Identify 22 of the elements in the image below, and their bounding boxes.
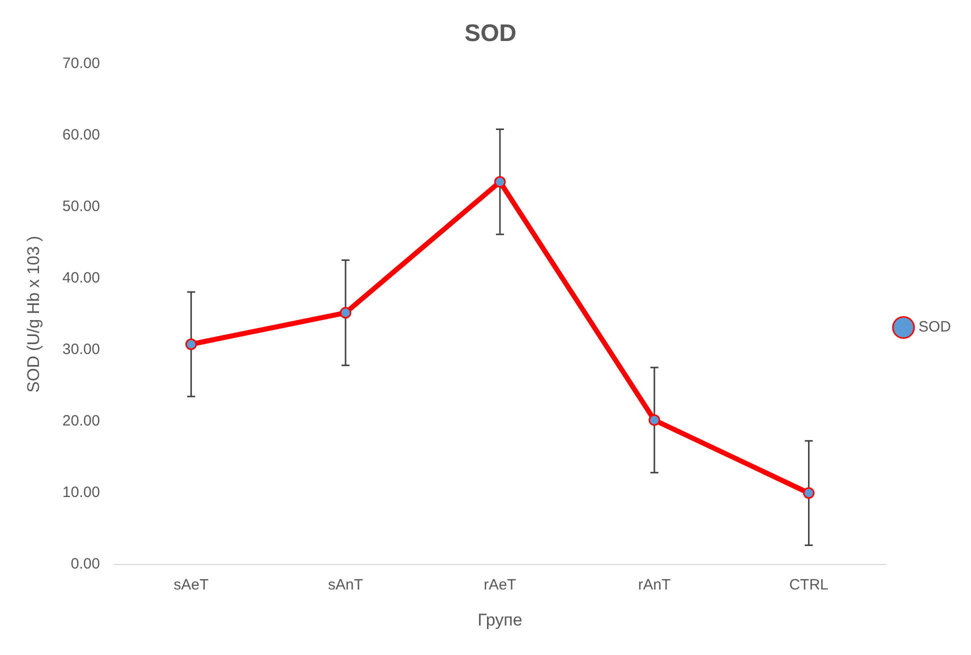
y-tick-label: 40.00 xyxy=(62,270,100,287)
y-tick-label: 30.00 xyxy=(62,341,100,358)
legend-label: SOD xyxy=(918,318,952,336)
point xyxy=(803,487,815,499)
y-tick-label: 70.00 xyxy=(62,54,100,72)
y-tick-label: 50.00 xyxy=(62,198,100,216)
y-axis-title: SOD (U/g Hb x 103 ) xyxy=(24,236,43,393)
point xyxy=(648,414,660,426)
x-axis-title: Групе xyxy=(478,610,522,630)
chart-title: SOD xyxy=(464,20,517,48)
x-tick-label: sAnT xyxy=(328,576,364,594)
x-tick-label: sAeT xyxy=(174,576,209,594)
y-tick-label: 0.00 xyxy=(70,556,100,573)
y-tick-label: 10.00 xyxy=(62,484,100,502)
point xyxy=(494,176,506,188)
x-tick-label: rAnT xyxy=(638,576,671,594)
point xyxy=(185,338,197,350)
x-tick-label: CTRL xyxy=(789,576,828,594)
y-tick-label: 20.00 xyxy=(62,412,100,430)
x-tick-label: rAeT xyxy=(484,576,516,594)
point xyxy=(340,307,352,319)
y-tick-label: 60.00 xyxy=(62,126,100,144)
